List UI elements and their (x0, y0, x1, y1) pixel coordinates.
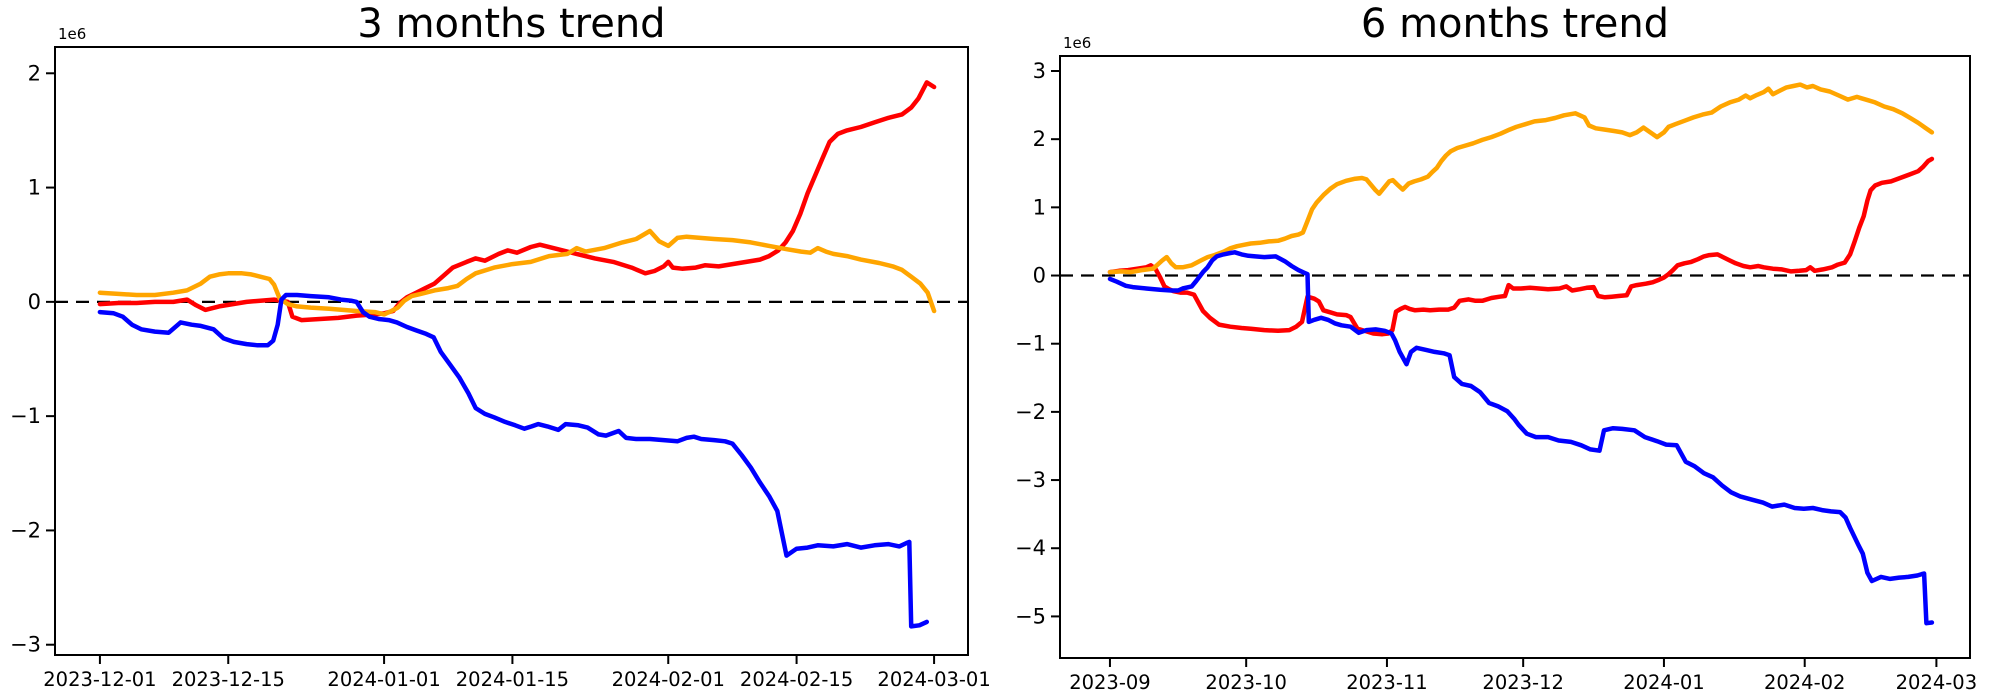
x-tick-label: 2024-01-01 (327, 668, 440, 691)
x-tick-label: 2023-12-01 (43, 668, 156, 691)
plot-border (1059, 55, 1971, 659)
y-tick-label: −1 (1015, 332, 1046, 356)
x-tick-label: 2024-03 (1896, 671, 1977, 694)
x-tick-label: 2024-02 (1764, 671, 1845, 694)
y-tick-label: 3 (1033, 59, 1046, 83)
y-axis-offset-label: 1e6 (58, 25, 86, 43)
x-tick-label: 2024-01-15 (456, 668, 569, 691)
six-months-plot: 2023-09 2023-10 2023-11 2023-12 2024-01 2024-… (1015, 34, 1977, 694)
x-tick-label: 2024-03-01 (877, 668, 990, 691)
six-months-chart: 6 months trend 2023-09 2023-10 2023-11 2023… (1000, 0, 2000, 700)
y-tick-label: −5 (1015, 604, 1046, 628)
red-series-line (97, 80, 937, 323)
orange-series-line (1107, 82, 1935, 275)
orange-series-line (97, 228, 937, 317)
y-tick-label: 2 (28, 61, 41, 85)
x-tick-label: 2023-12-15 (172, 668, 285, 691)
red-series-line (1107, 156, 1935, 337)
chart-title-3-months: 3 months trend (357, 1, 666, 47)
x-tick-label: 2023-11 (1346, 671, 1427, 694)
three-months-chart: 3 months trend 2023-12-01 2023-12-15 2024-… (10, 1, 991, 691)
y-tick-label: −2 (1015, 400, 1046, 424)
y-axis-offset-label: 1e6 (1063, 34, 1091, 52)
x-tick-label: 2023-12 (1482, 671, 1563, 694)
y-tick-label: 1 (28, 176, 41, 200)
y-tick-label: −1 (10, 404, 41, 428)
y-tick-label: −2 (10, 518, 41, 542)
blue-series-line (97, 292, 930, 629)
three-months-plot: 2023-12-01 2023-12-15 2024-01-01 2024-01-15… (10, 25, 991, 691)
x-tick-label: 2024-02-15 (740, 668, 853, 691)
y-tick-label: −3 (1015, 468, 1046, 492)
x-tick-label: 2023-09 (1069, 671, 1150, 694)
x-tick-label: 2023-10 (1205, 671, 1286, 694)
chart-title-6-months: 6 months trend (1360, 1, 1670, 47)
blue-series-line (1107, 250, 1935, 626)
y-tick-label: 2 (1033, 127, 1046, 151)
y-tick-label: 0 (1033, 264, 1046, 288)
x-tick-label: 2024-01 (1623, 671, 1704, 694)
y-tick-label: −3 (10, 633, 41, 657)
y-tick-label: −4 (1015, 536, 1046, 560)
x-tick-label: 2024-02-01 (612, 668, 725, 691)
y-tick-label: 0 (28, 290, 41, 314)
y-tick-label: 1 (1033, 195, 1046, 219)
